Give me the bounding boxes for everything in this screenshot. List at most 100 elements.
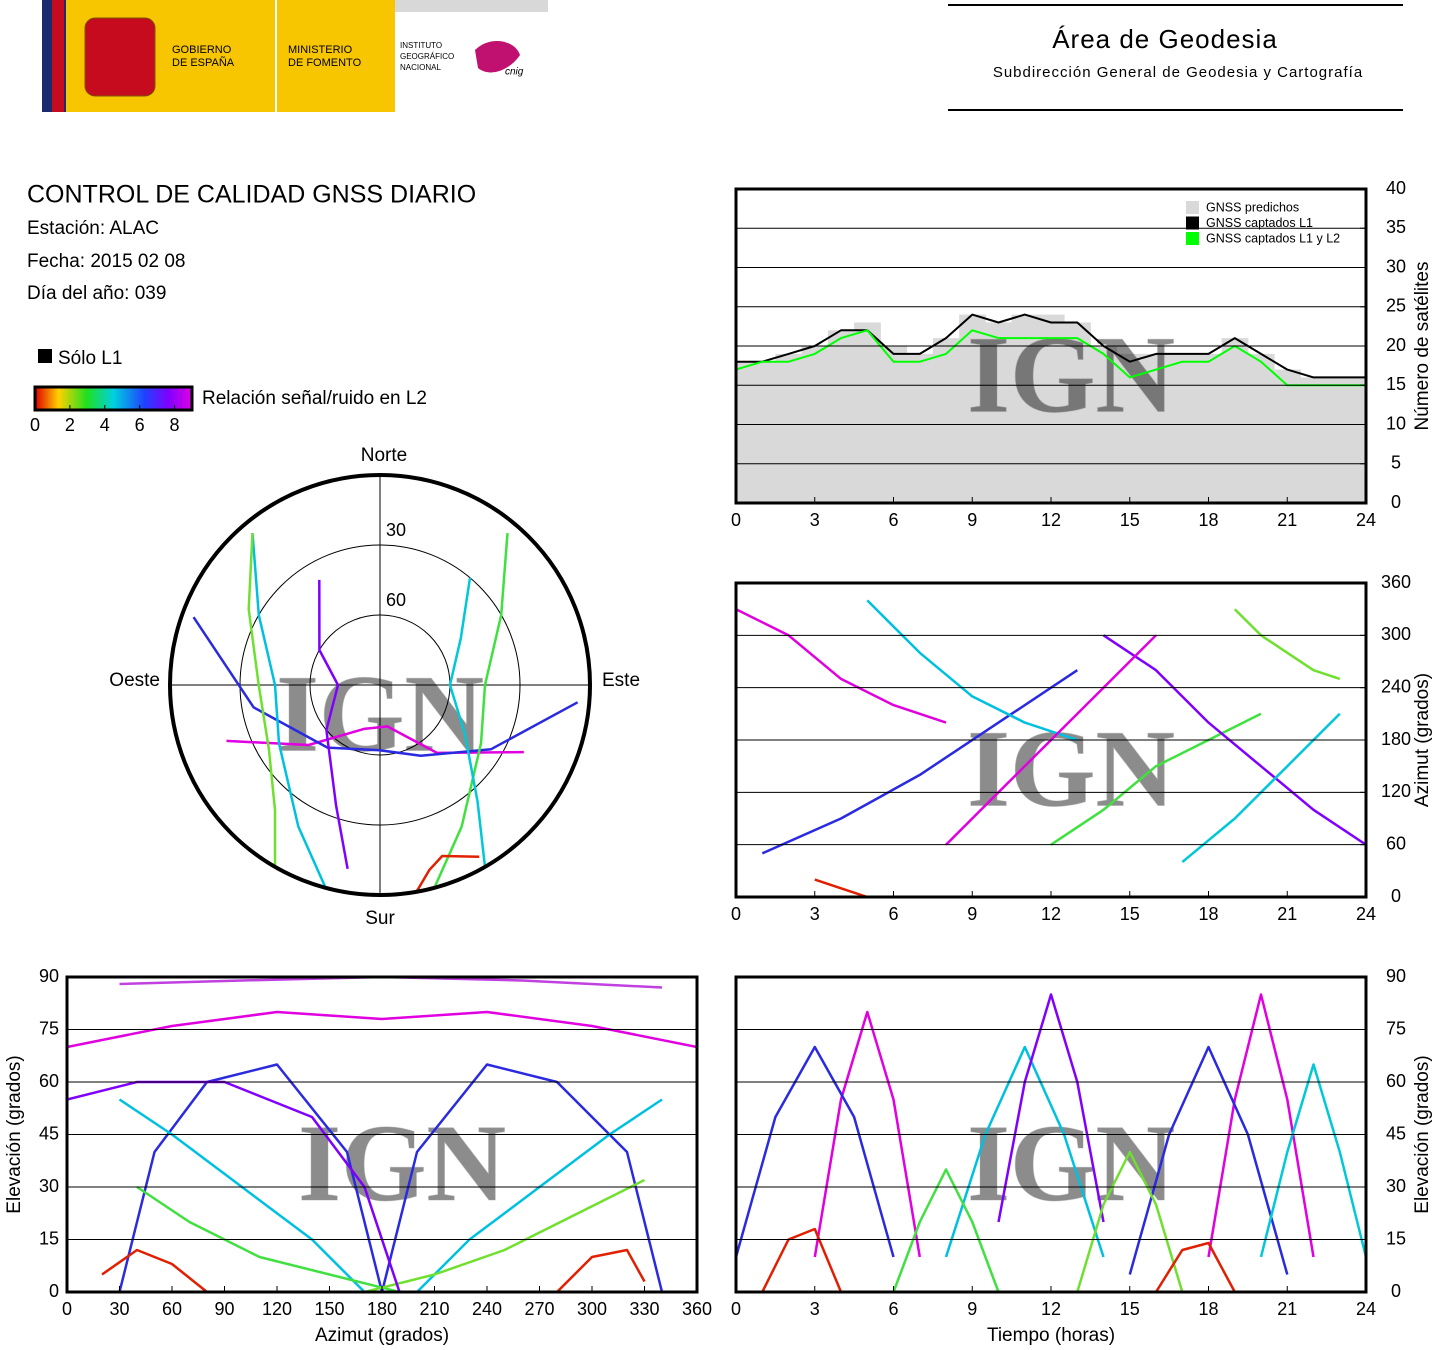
area-bar — [1064, 322, 1091, 503]
logo-text: DE ESPAÑA — [172, 56, 235, 69]
plot-area: IGN — [736, 313, 1366, 503]
y-tick-label: 15 — [1386, 1228, 1406, 1248]
y-tick-label: 45 — [39, 1123, 59, 1143]
x-tick-label: 360 — [682, 1299, 712, 1319]
x-tick-label: 240 — [472, 1299, 502, 1319]
series-line — [67, 1080, 401, 1292]
satellite-track — [318, 579, 349, 870]
ign-logo-bg — [396, 12, 548, 112]
logo-text: GOBIERNO — [172, 44, 232, 56]
logo-bar — [395, 0, 548, 12]
x-tick-label: 90 — [214, 1299, 234, 1319]
series-line — [1076, 1150, 1184, 1292]
x-tick-label: 18 — [1198, 1299, 1218, 1319]
y-tick-label: 30 — [39, 1176, 59, 1196]
x-tick-label: 0 — [731, 510, 741, 530]
area-bar — [1116, 353, 1144, 503]
logo-text: cnig — [505, 67, 524, 78]
report-title: CONTROL DE CALIDAD GNSS DIARIO — [27, 181, 476, 209]
x-tick-label: 6 — [888, 1299, 898, 1319]
x-tick-label: 0 — [731, 1299, 741, 1319]
x-tick-label: 12 — [1041, 510, 1061, 530]
legend-swatch — [1186, 201, 1199, 214]
station: Estación: ALAC — [27, 218, 159, 239]
sky-ring-label: 60 — [386, 590, 406, 610]
y-tick-label: 75 — [39, 1018, 59, 1038]
y-tick-label: 30 — [1386, 1176, 1406, 1196]
colorbar-tick-label: 8 — [170, 415, 180, 435]
series-line — [736, 329, 1366, 387]
y-tick-label: 75 — [1386, 1018, 1406, 1038]
y-tick-label: 30 — [1386, 256, 1406, 276]
area-bar — [985, 322, 1013, 503]
series-line — [119, 977, 663, 989]
y-tick-label: 240 — [1381, 676, 1411, 696]
x-tick-label: 300 — [577, 1299, 607, 1319]
area-bar — [827, 330, 855, 503]
chart: IGN 0 5 10 15 20 25 30 35 40 0 3 6 9 12 15 18 21 24 Número … — [731, 178, 1433, 530]
logo-text: GEOGRÁFICO — [400, 52, 454, 61]
x-tick-label: 150 — [314, 1299, 344, 1319]
plot-area: IGN — [67, 977, 697, 1292]
series-line — [761, 1227, 843, 1292]
x-tick-label: 12 — [1041, 904, 1061, 924]
series-line — [67, 1010, 697, 1049]
area-bar — [1352, 377, 1366, 503]
area-bar — [736, 361, 750, 503]
colorbar-tick-label: 6 — [135, 415, 145, 435]
y-tick-label: 25 — [1386, 296, 1406, 316]
satellite-track — [192, 616, 579, 757]
x-axis-label: Tiempo (horas) — [987, 1325, 1115, 1346]
legend-label: GNSS captados L1 — [1206, 216, 1313, 230]
legend-label: GNSS predichos — [1206, 200, 1299, 214]
direction-label: Sur — [365, 908, 395, 929]
x-tick-label: 330 — [629, 1299, 659, 1319]
satellite-track — [415, 854, 480, 893]
satellite-track — [433, 533, 509, 889]
direction-label: Norte — [361, 445, 407, 466]
area-bar — [1169, 353, 1196, 503]
sky-ring-label: 30 — [386, 520, 406, 540]
x-tick-label: 15 — [1120, 904, 1140, 924]
y-tick-label: 35 — [1386, 217, 1406, 237]
y-axis-label: Número de satélites — [1412, 262, 1433, 431]
x-tick-label: 21 — [1277, 904, 1297, 924]
x-tick-label: 9 — [967, 1299, 977, 1319]
chart: IGN 0 15 30 45 60 75 90 0 30 60 90 120 150 180 210 240 27… — [4, 966, 712, 1346]
watermark: IGN — [967, 1102, 1175, 1224]
x-tick-label: 6 — [888, 510, 898, 530]
area-title: Área de Geodesia — [1052, 24, 1278, 54]
series-line — [1207, 993, 1315, 1258]
area-bar — [749, 361, 776, 503]
y-tick-label: 90 — [1386, 966, 1406, 986]
area-bar — [854, 322, 881, 503]
colorbar-tick-label: 0 — [30, 415, 40, 435]
chart: IGN 0 15 30 45 60 75 90 0 3 6 9 12 15 18 21 24 Tiempo (ho… — [731, 966, 1433, 1346]
y-tick-label: 5 — [1391, 453, 1401, 473]
logo-stripe — [52, 0, 64, 112]
y-tick-label: 360 — [1381, 572, 1411, 592]
area-bar — [906, 353, 934, 503]
direction-label: Este — [602, 670, 640, 691]
area-bar — [1247, 353, 1275, 503]
area-bar — [1221, 338, 1249, 503]
x-tick-label: 3 — [810, 510, 820, 530]
l1-label: Sólo L1 — [58, 348, 122, 369]
legend-swatch — [1186, 216, 1199, 230]
x-tick-label: 0 — [731, 904, 741, 924]
watermark: IGN — [298, 1102, 506, 1224]
x-tick-label: 270 — [524, 1299, 554, 1319]
x-tick-label: 30 — [109, 1299, 129, 1319]
plot-area: IGN — [736, 993, 1366, 1292]
x-tick-label: 60 — [162, 1299, 182, 1319]
plot-area: IGN — [736, 599, 1366, 897]
colorbar-ticks: 0 2 4 6 8 — [30, 405, 180, 435]
series-line — [364, 1178, 646, 1292]
coat-of-arms — [84, 17, 156, 97]
series-line — [944, 1045, 1105, 1258]
y-tick-label: 0 — [1391, 1281, 1401, 1301]
colorbar-tick-label: 4 — [100, 415, 110, 435]
logo-text: NACIONAL — [400, 63, 441, 72]
satellite-track — [448, 577, 487, 868]
series-line — [761, 669, 1078, 855]
